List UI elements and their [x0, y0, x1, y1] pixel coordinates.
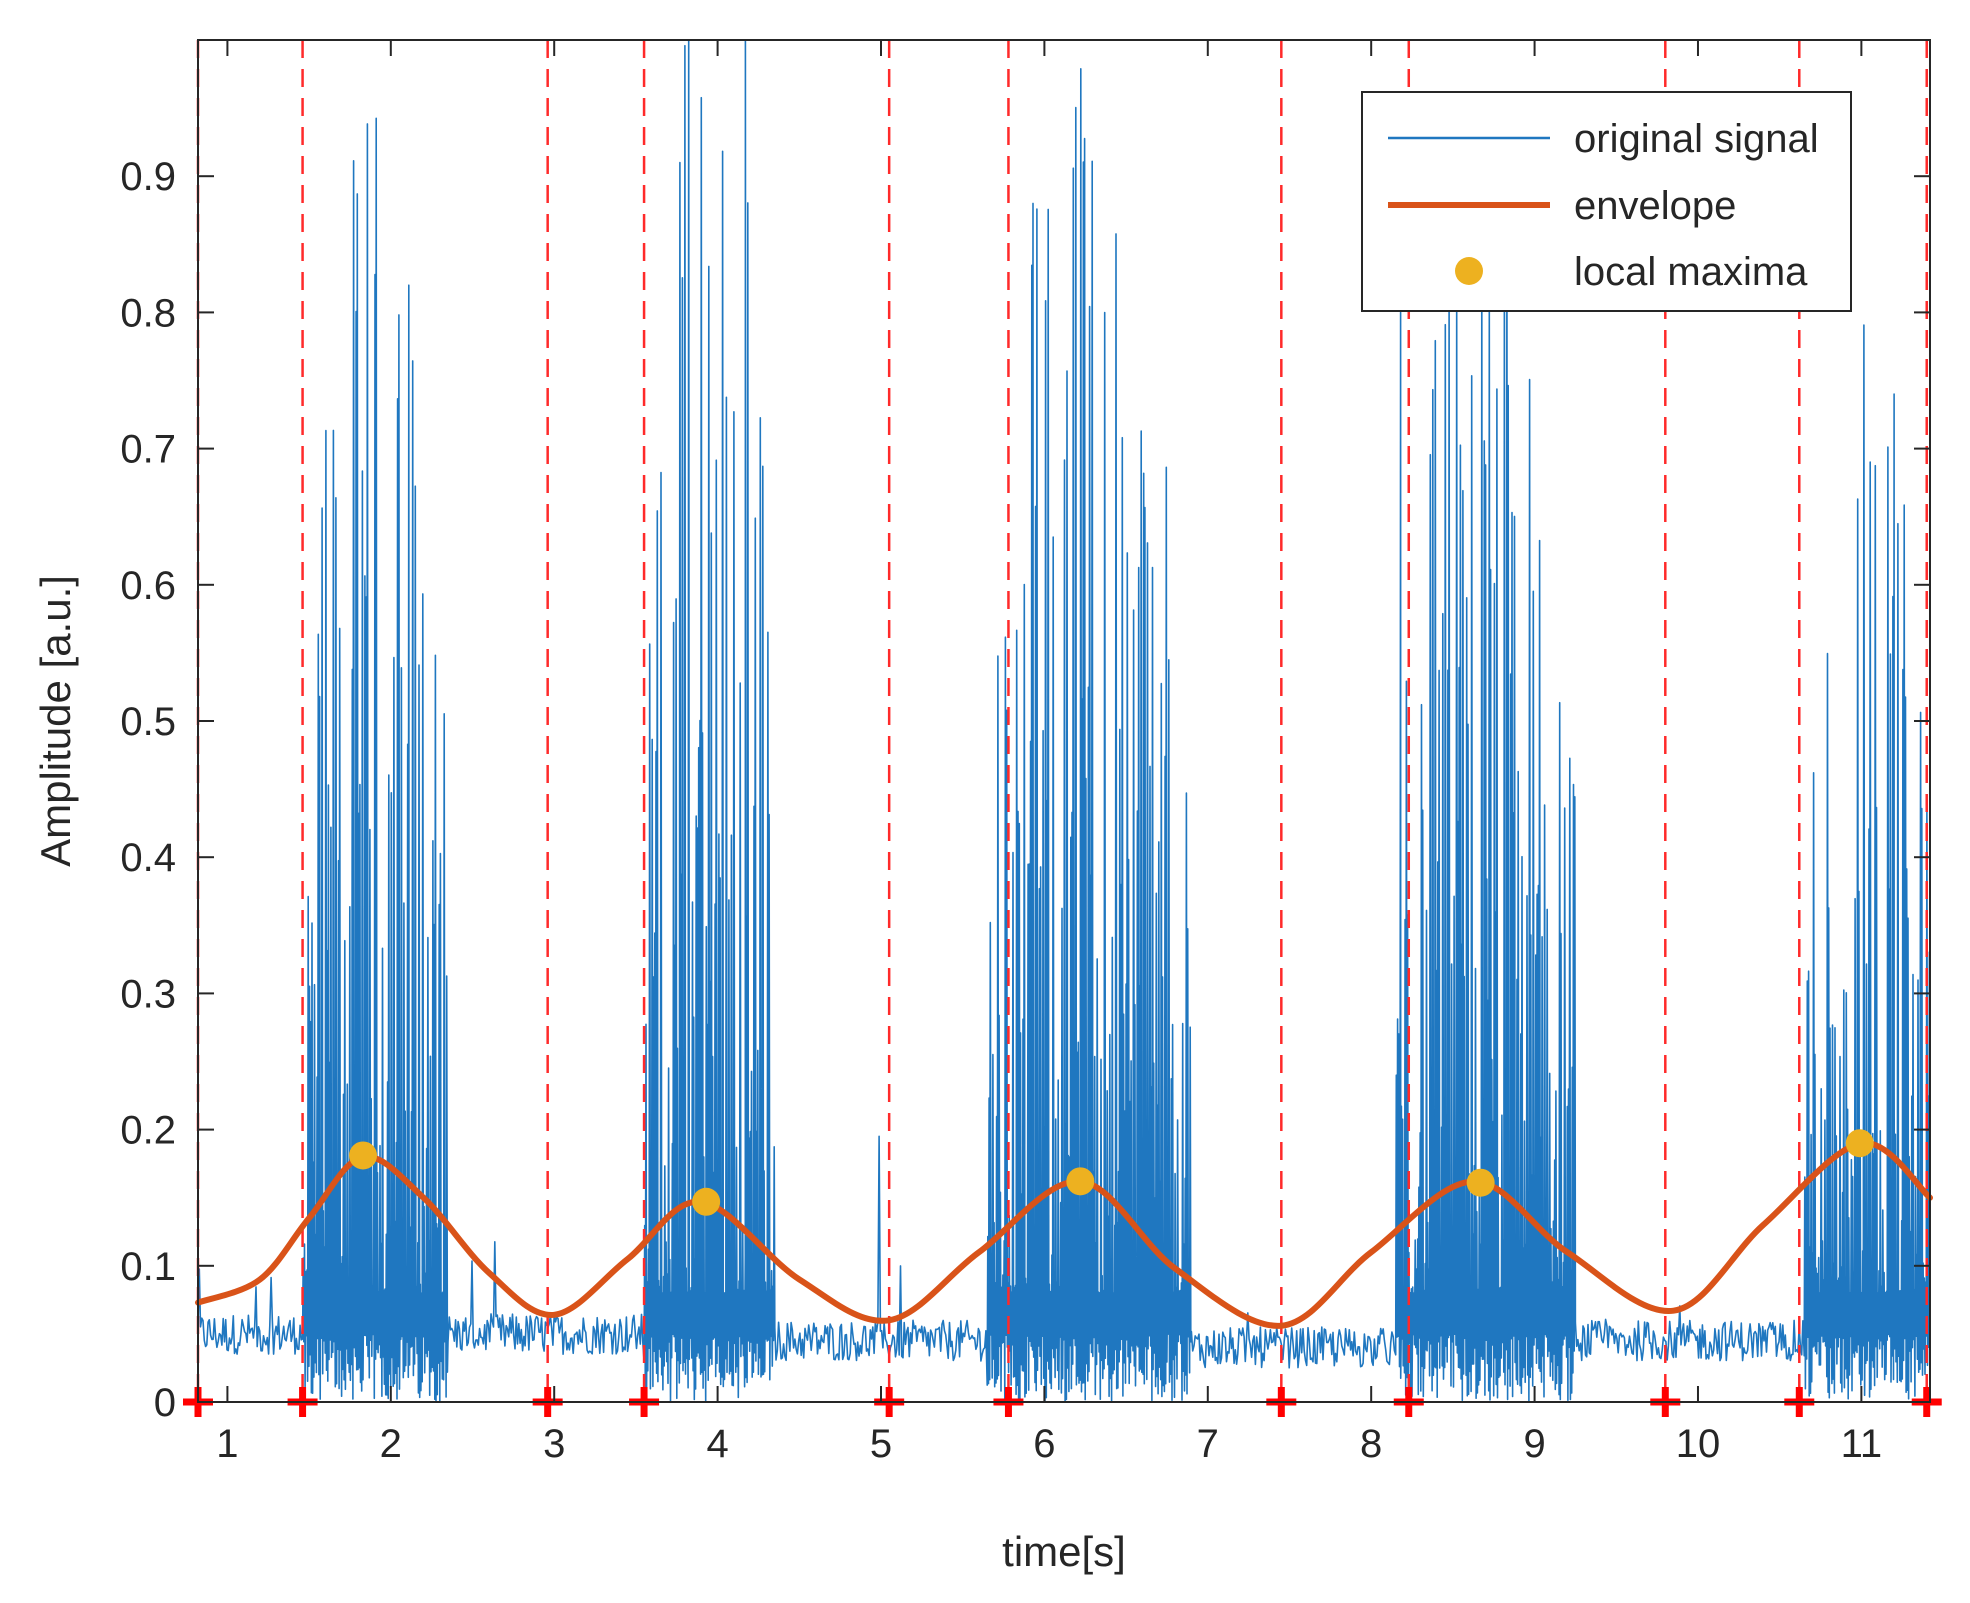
- local-maxima-point-4: [1466, 1168, 1495, 1197]
- y-tick-label: 0.8: [120, 291, 176, 335]
- y-axis-title: Amplitude [a.u.]: [32, 575, 79, 867]
- axes-layer: 1 2 3 4 5 6 7 8 9 10 11 0 0.1 0.2 0.3 0.4 0.5 0.6 0.7 0.8 0.…: [32, 39, 1931, 1575]
- envelope-line: [195, 1140, 1933, 1329]
- y-tick-label: 0.9: [120, 155, 176, 199]
- y-tick-label: 0.4: [120, 836, 176, 880]
- maxima-layer: [349, 1129, 1874, 1216]
- y-tick-label: 0.1: [120, 1245, 176, 1289]
- legend-swatch-local-maxima: [1455, 257, 1483, 285]
- y-tick-label: 0.7: [120, 428, 176, 472]
- x-tick-label: 1: [216, 1422, 238, 1466]
- signal-layer: [197, 39, 1931, 1403]
- y-tick-label: 0.5: [120, 700, 176, 744]
- x-tick-label: 4: [706, 1422, 728, 1466]
- y-tick-label: 0.6: [120, 564, 176, 608]
- local-maxima-point-5: [1845, 1129, 1874, 1158]
- x-tick-label: 3: [543, 1422, 565, 1466]
- x-axis-title: time[s]: [1002, 1528, 1126, 1575]
- x-tick-label: 11: [1841, 1422, 1883, 1466]
- y-tick-label: 0: [154, 1381, 176, 1425]
- x-tick-label: 2: [380, 1422, 402, 1466]
- local-maxima-point-1: [349, 1141, 378, 1170]
- local-maxima-point-3: [1066, 1167, 1095, 1196]
- legend-label-local-maxima: local maxima: [1574, 250, 1808, 294]
- legend: original signal envelope local maxima: [1361, 91, 1852, 312]
- local-maxima-point-2: [692, 1187, 721, 1216]
- legend-label-envelope: envelope: [1574, 184, 1736, 228]
- x-tick-label: 8: [1360, 1422, 1382, 1466]
- x-tick-label: 9: [1523, 1422, 1545, 1466]
- envelope-layer: [195, 1140, 1933, 1329]
- original-signal-line: [197, 39, 1931, 1403]
- x-tick-label: 7: [1197, 1422, 1219, 1466]
- x-tick-label: 5: [870, 1422, 892, 1466]
- legend-label-original-signal: original signal: [1574, 117, 1819, 161]
- x-tick-label: 10: [1676, 1422, 1721, 1466]
- x-tick-label: 6: [1033, 1422, 1055, 1466]
- y-tick-label: 0.3: [120, 972, 176, 1016]
- legend-box: [1361, 91, 1852, 312]
- y-tick-label: 0.2: [120, 1109, 176, 1153]
